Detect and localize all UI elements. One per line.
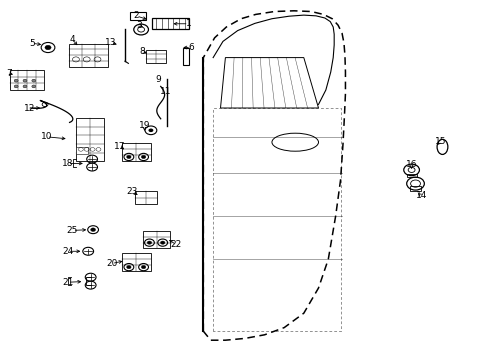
Bar <box>122 253 151 271</box>
Text: 21: 21 <box>62 278 74 287</box>
Text: 2: 2 <box>133 12 139 21</box>
Text: 7: 7 <box>6 68 12 77</box>
Text: 14: 14 <box>416 192 427 200</box>
Circle shape <box>45 45 51 50</box>
Text: 3: 3 <box>137 21 143 30</box>
Text: 20: 20 <box>106 259 118 268</box>
Bar <box>407 174 416 177</box>
Circle shape <box>32 85 36 88</box>
Bar <box>135 191 157 204</box>
Bar <box>183 48 189 65</box>
Circle shape <box>127 266 131 269</box>
Circle shape <box>161 241 165 244</box>
Text: 25: 25 <box>67 226 78 235</box>
Circle shape <box>148 129 153 132</box>
Bar <box>122 143 151 161</box>
Bar <box>76 118 104 161</box>
Circle shape <box>23 79 27 82</box>
Circle shape <box>127 156 131 158</box>
Text: 15: 15 <box>435 136 447 145</box>
Text: 23: 23 <box>126 187 138 196</box>
Circle shape <box>23 85 27 88</box>
Circle shape <box>147 241 152 244</box>
Text: 12: 12 <box>24 104 35 112</box>
Bar <box>130 12 146 20</box>
Bar <box>69 44 108 67</box>
Text: 4: 4 <box>70 35 75 44</box>
Circle shape <box>14 79 18 82</box>
Circle shape <box>91 228 96 231</box>
Circle shape <box>141 266 146 269</box>
Text: 8: 8 <box>139 46 145 55</box>
Text: 9: 9 <box>155 75 161 84</box>
Text: 24: 24 <box>62 247 73 256</box>
Circle shape <box>141 156 146 158</box>
Text: 6: 6 <box>188 43 194 52</box>
Text: 19: 19 <box>139 122 150 130</box>
Text: 13: 13 <box>105 38 117 47</box>
Bar <box>152 18 189 29</box>
Text: 5: 5 <box>29 39 35 48</box>
Text: 11: 11 <box>160 87 172 96</box>
Bar <box>10 70 44 90</box>
Text: 10: 10 <box>41 132 52 141</box>
Text: 22: 22 <box>171 240 182 249</box>
Bar <box>146 50 166 63</box>
Text: 17: 17 <box>114 141 126 150</box>
Circle shape <box>32 79 36 82</box>
Circle shape <box>14 85 18 88</box>
Text: 18: 18 <box>62 159 74 168</box>
Bar <box>76 147 88 154</box>
Bar <box>143 231 170 248</box>
Bar <box>410 186 421 191</box>
Text: 16: 16 <box>406 160 417 168</box>
Text: 1: 1 <box>186 19 192 28</box>
